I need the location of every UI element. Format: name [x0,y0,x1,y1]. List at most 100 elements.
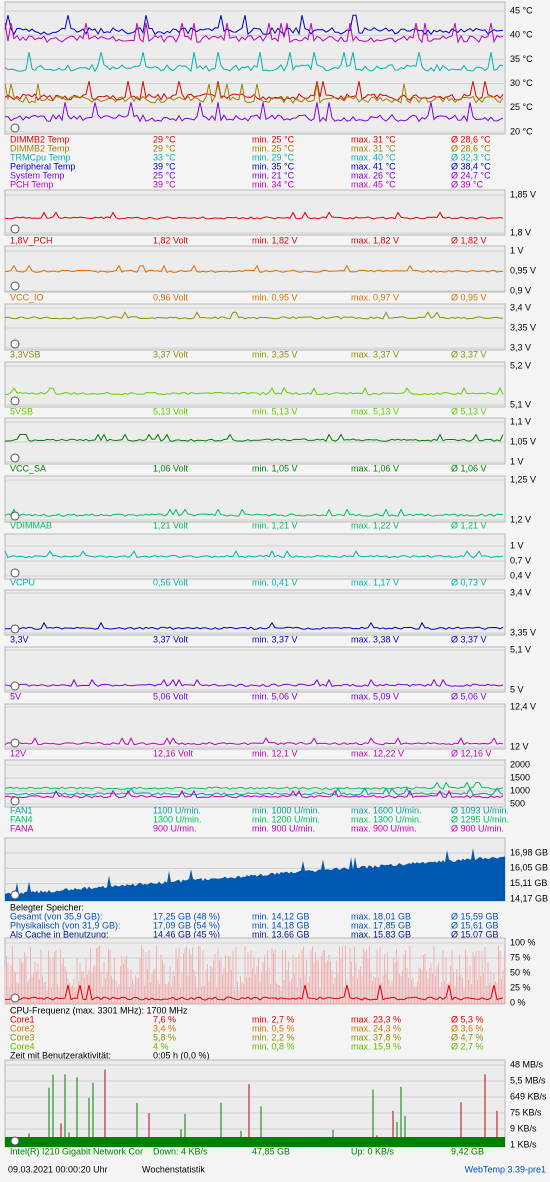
axis-label: 1000 [510,785,530,795]
legend-cell: min. 5,06 V [252,691,298,701]
legend-cell: Ø 1295 U/min. [451,814,509,824]
trace [4,14,504,36]
legend-cell: Ø 3,6 % [451,1023,484,1033]
footer-timestamp: 09.03.2021 00:00:20 Uhr [8,1164,108,1174]
legend-cell: max. 3,37 V [351,349,399,359]
legend-cell: 5,8 % [153,1032,176,1042]
legend-cell: PCH Temp [10,179,53,189]
legend-cell: Physikalisch (von 31,9 GB): [10,920,121,930]
legend-footnote: Zeit mit Benutzeraktivität: [10,1050,111,1060]
axis-label: 9 KB/s [510,1123,537,1133]
legend-cell: max. 31 °C [351,134,396,144]
legend-cell: 3,3V [10,634,29,644]
legend-cell: min. 3,37 V [252,634,298,644]
sensor-icon [10,993,20,1003]
axis-label: 12 V [510,741,529,751]
axis-label: 0,4 V [510,570,531,580]
legend-cell: 1,21 Volt [153,520,189,530]
trace [4,678,504,688]
axis-label: 1500 [510,772,530,782]
legend-cell: Ø 0,73 V [451,577,487,587]
legend-cell: 9,42 GB [451,1146,484,1156]
footer-version: WebTemp 3.39-pre1 [465,1164,546,1174]
legend-cell: max. 31 °C [351,143,396,153]
legend-cell: 12V [10,748,26,758]
legend-cell: Core4 [10,1041,35,1051]
axis-label: 5,1 V [510,644,531,654]
legend-cell: 25 °C [153,170,176,180]
sensor-icon [10,890,20,900]
legend-heading: Belegter Speicher: [10,902,84,912]
legend-cell: FAN4 [10,814,33,824]
legend-cell: Ø 0,95 V [451,292,487,302]
axis-label: 2000 [510,759,530,769]
axis-label: 0 % [510,997,526,1007]
axis-label: 1,05 V [510,436,536,446]
legend-cell: min. 35 °C [252,161,295,171]
legend-cell: 14,46 GB (45 %) [153,929,220,939]
legend-cell: max. 18,01 GB [351,911,411,921]
legend-cell: min. 1200 U/min. [252,814,320,824]
legend-cell: 0,96 Volt [153,292,189,302]
legend-cell: 3,4 % [153,1023,176,1033]
legend-cell: 17,25 GB (48 %) [153,911,220,921]
axis-label: 3,35 V [510,322,536,332]
cpu-line [4,984,504,1001]
axis-label: 5 V [510,684,524,694]
legend-cell: max. 24,3 % [351,1023,401,1033]
legend-cell: Ø 28,6 °C [451,134,491,144]
trace [4,789,504,799]
legend-cell: min. 12,1 V [252,748,298,758]
legend-cell: Ø 4,7 % [451,1032,484,1042]
trace [4,211,504,220]
legend-cell: Ø 15,07 GB [451,929,499,939]
trace [4,781,504,790]
axis-label: 1,8 V [510,227,531,237]
legend-cell: 29 °C [153,143,176,153]
axis-label: 649 KB/s [510,1091,547,1101]
footer-mode: Wochenstatistik [142,1164,205,1174]
legend-cell: 0,56 Volt [153,577,189,587]
legend-cell: 5,13 Volt [153,406,189,416]
axis-label: 0,95 V [510,265,536,275]
sensor-icon [10,568,20,578]
sensor-icon [10,681,20,691]
sensor-icon [10,281,20,291]
legend-cell: DIMMB2 Temp [10,143,69,153]
sensor-icon [10,224,20,234]
legend-cell: Peripheral Temp [10,161,75,171]
trace [4,81,504,102]
axis-label: 1 KB/s [510,1139,537,1149]
legend-cell: min. 2,7 % [252,1014,295,1024]
trace [4,433,504,442]
legend-cell: min. 1,05 V [252,463,298,473]
legend-cell: Ø 39 °C [451,179,484,189]
legend-cell: Ø 1093 U/min. [451,805,509,815]
axis-label: 30 °C [510,78,533,88]
legend-cell: max. 1600 U/min. [351,805,422,815]
legend-cell: Ø 3,37 V [451,634,487,644]
legend-cell: VDIMMAB [10,520,52,530]
legend-cell: Core2 [10,1023,35,1033]
trace [4,102,504,123]
axis-label: 3,3 V [510,342,531,352]
axis-label: 5,2 V [510,360,531,370]
legend-cell: VCPU [10,577,35,587]
legend-cell: max. 45 °C [351,179,396,189]
legend-cell: 39 °C [153,161,176,171]
legend-heading: CPU-Frequenz (max. 3301 MHz): 1700 MHz [10,1005,188,1015]
trace [4,386,504,396]
legend-cell: max. 1,22 V [351,520,399,530]
trace [4,787,504,796]
legend-cell: 33 °C [153,152,176,162]
legend-cell: DIMMB2 Temp [10,134,69,144]
legend-cell: max. 1,82 V [351,235,399,245]
axis-label: 3,4 V [510,302,531,312]
axis-label: 1,85 V [510,189,536,199]
legend-cell: min. 0,8 % [252,1041,295,1051]
sensor-icon [10,738,20,748]
trace [4,737,504,746]
legend-cell: min. 14,18 GB [252,920,310,930]
legend-cell: min. 25 °C [252,143,295,153]
legend-cell: min. 29 °C [252,152,295,162]
